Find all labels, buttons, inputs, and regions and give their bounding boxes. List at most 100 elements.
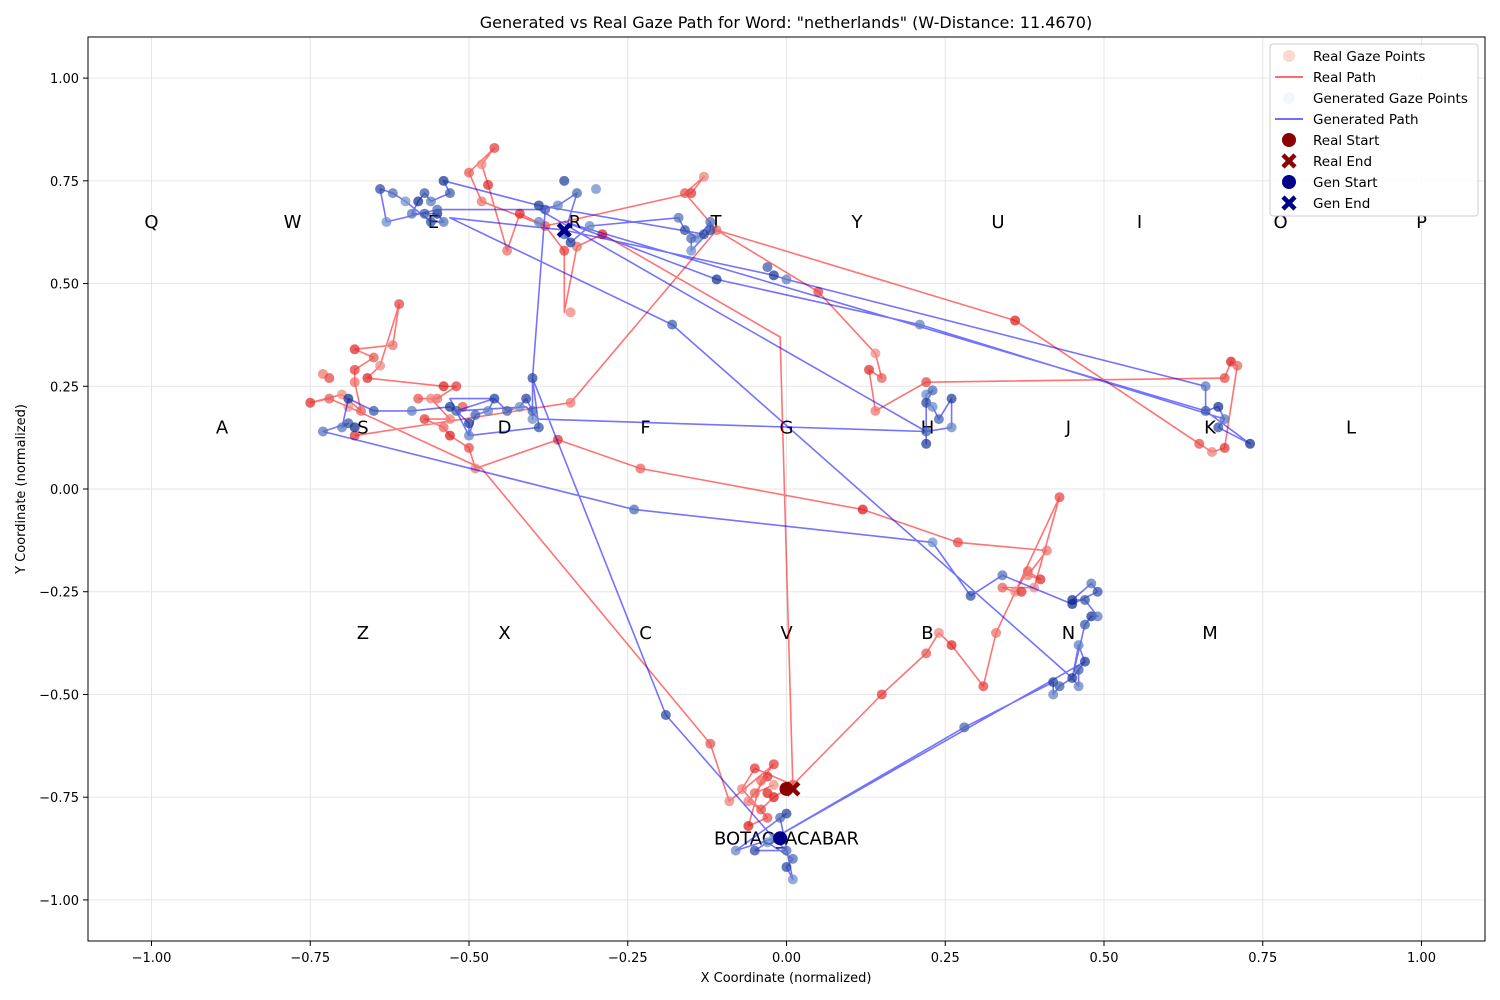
real-gaze-point — [464, 167, 474, 178]
generated-gaze-point — [1079, 656, 1090, 667]
generated-gaze-point — [927, 537, 938, 548]
real-gaze-point — [1016, 586, 1027, 597]
generated-gaze-point — [584, 221, 595, 232]
gen-start-marker — [773, 831, 788, 846]
real-gaze-point — [756, 804, 767, 815]
generated-gaze-point — [686, 233, 697, 244]
generated-gaze-point — [527, 405, 538, 416]
legend-swatch-point — [1283, 50, 1295, 62]
generated-gaze-point — [762, 837, 773, 848]
generated-gaze-point — [375, 184, 386, 195]
real-gaze-point — [876, 373, 887, 384]
real-gaze-point — [444, 414, 455, 425]
generated-gaze-point — [406, 208, 417, 219]
real-gaze-point — [876, 689, 887, 700]
y-tick-label: −0.50 — [39, 688, 79, 703]
real-gaze-point — [419, 414, 430, 425]
keyboard-key-label: K — [1204, 417, 1217, 438]
real-gaze-point — [438, 422, 449, 433]
generated-gaze-point — [464, 430, 474, 441]
real-gaze-point — [559, 245, 570, 256]
real-gaze-point — [438, 381, 449, 392]
generated-gaze-point — [1092, 611, 1103, 622]
real-gaze-point — [476, 196, 487, 207]
keyboard-key-label: Q — [144, 212, 158, 233]
generated-gaze-point — [781, 808, 792, 819]
y-tick-label: 0.00 — [50, 483, 79, 498]
generated-gaze-point — [933, 414, 944, 425]
y-tick-label: −0.25 — [39, 586, 79, 601]
generated-gaze-point — [1092, 586, 1103, 597]
gen-end-marker-stroke — [556, 222, 572, 238]
generated-gaze-point — [1073, 640, 1084, 651]
generated-gaze-point — [1079, 619, 1090, 630]
keyboard-key-label: S — [357, 417, 368, 438]
real-gaze-point — [565, 397, 576, 408]
real-gaze-point — [362, 373, 373, 384]
generated-gaze-point — [1086, 578, 1097, 589]
real-gaze-point — [756, 775, 767, 786]
y-tick-label: 0.75 — [50, 175, 79, 190]
generated-gaze-points — [317, 175, 1256, 885]
generated-gaze-point — [781, 274, 792, 285]
generated-gaze-point — [927, 385, 938, 396]
generated-gaze-point — [438, 216, 449, 227]
real-gaze-point — [1206, 447, 1217, 458]
generated-gaze-point — [1073, 681, 1084, 692]
x-tick-label: 1.00 — [1407, 951, 1436, 966]
y-tick-label: −1.00 — [39, 894, 79, 909]
real-gaze-point — [743, 796, 754, 807]
legend-swatch-point — [1283, 92, 1295, 104]
real-gaze-point — [375, 360, 386, 371]
x-tick-label: −1.00 — [132, 951, 172, 966]
start-end-markers — [556, 222, 801, 846]
generated-gaze-point — [559, 175, 570, 186]
generated-gaze-point — [425, 216, 436, 227]
x-axis-label: X Coordinate (normalized) — [701, 971, 872, 986]
real-gaze-point — [921, 648, 932, 659]
keyboard-key-label: W — [284, 212, 302, 233]
real-gaze-point — [749, 763, 760, 774]
legend-label: Real Gaze Points — [1313, 49, 1425, 65]
generated-gaze-point — [521, 393, 532, 404]
generated-gaze-point — [1200, 405, 1211, 416]
legend-swatch-cross-stroke — [1281, 195, 1297, 211]
real-gaze-point — [489, 142, 500, 153]
real-gaze-point — [483, 179, 494, 190]
generated-gaze-point — [959, 722, 970, 733]
keyboard-key-label: V — [780, 623, 793, 644]
generated-gaze-point — [997, 570, 1008, 581]
legend-label: Gen End — [1313, 196, 1370, 212]
generated-gaze-point — [1079, 594, 1090, 605]
generated-gaze-point — [444, 188, 455, 199]
x-tick-label: 0.50 — [1090, 951, 1119, 966]
axis-ticks: −1.00 −1.00 −0.75 −0.75 −0.50 −0.50 −0.25 −0.25… — [39, 72, 1436, 966]
generated-gaze-point — [527, 373, 538, 384]
real-gaze-point — [514, 208, 525, 219]
real-gaze-point — [387, 340, 398, 351]
real-gaze-point — [413, 393, 424, 404]
real-gaze-point — [349, 377, 360, 388]
keyboard-key-label: D — [498, 417, 512, 438]
generated-gaze-point — [1213, 422, 1224, 433]
generated-gaze-point — [464, 418, 474, 429]
gen-end-marker — [556, 222, 572, 238]
generated-gaze-point — [711, 274, 722, 285]
real-gaze-point — [978, 681, 989, 692]
generated-gaze-point — [387, 188, 398, 199]
generated-gaze-point — [444, 401, 455, 412]
real-gaze-point — [502, 245, 513, 256]
real-gaze-point — [991, 627, 1002, 638]
generated-gaze-point — [419, 208, 430, 219]
real-gaze-point — [1022, 570, 1033, 581]
legend-swatch-cross — [1281, 195, 1297, 211]
real-gaze-point — [1041, 545, 1052, 556]
generated-gaze-point — [660, 710, 671, 720]
real-gaze-point — [324, 393, 335, 404]
keyboard-key-label: P — [1416, 212, 1427, 233]
real-gaze-point — [635, 463, 646, 474]
x-tick-label: 0.25 — [931, 951, 960, 966]
real-gaze-point — [749, 788, 760, 799]
